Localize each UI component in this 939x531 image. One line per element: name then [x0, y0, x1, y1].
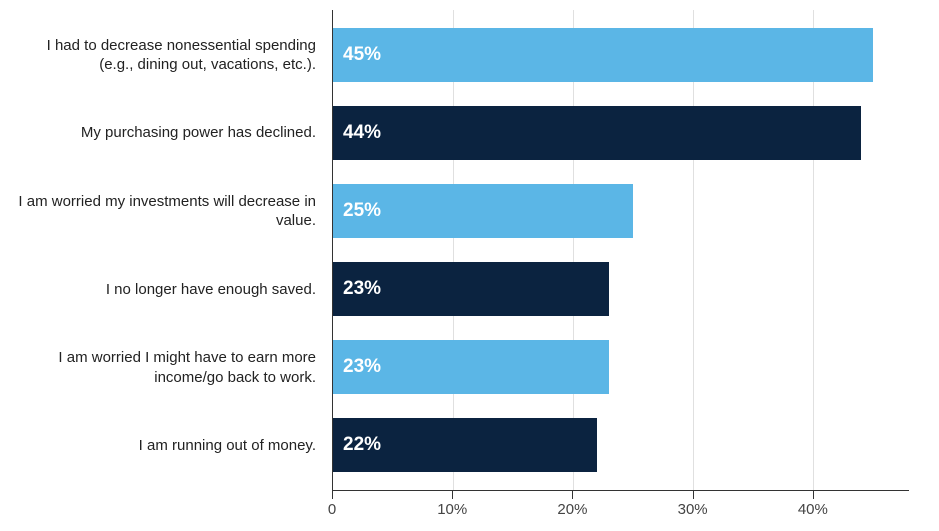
bar-row: 25%: [333, 180, 909, 242]
bar-value-label: 25%: [343, 200, 381, 222]
bar-row: 22%: [333, 414, 909, 476]
x-tick-label: 10%: [437, 501, 467, 518]
y-label: I had to decrease nonessential spending …: [10, 24, 324, 86]
x-tick: [332, 491, 333, 499]
bar: 44%: [333, 106, 861, 160]
x-tick-label: 20%: [557, 501, 587, 518]
y-label: I no longer have enough saved.: [10, 259, 324, 321]
bars: 45% 44% 25% 23% 23%: [333, 10, 909, 490]
x-tick-label: 0: [328, 501, 336, 518]
bar-value-label: 23%: [343, 356, 381, 378]
bar-row: 45%: [333, 24, 909, 86]
y-axis-labels: I had to decrease nonessential spending …: [10, 10, 324, 491]
x-tick: [693, 491, 694, 499]
bar-value-label: 45%: [343, 44, 381, 66]
bar-row: 44%: [333, 102, 909, 164]
y-label: I am worried I might have to earn more i…: [10, 337, 324, 399]
bar-row: 23%: [333, 258, 909, 320]
y-label: I am worried my investments will decreas…: [10, 180, 324, 242]
y-label: My purchasing power has declined.: [10, 102, 324, 164]
x-tick-label: 40%: [798, 501, 828, 518]
x-axis: 0 10% 20% 30% 40%: [332, 491, 909, 531]
bar-row: 23%: [333, 336, 909, 398]
x-tick-label: 30%: [678, 501, 708, 518]
bar: 22%: [333, 418, 597, 472]
bar: 45%: [333, 28, 873, 82]
x-tick: [572, 491, 573, 499]
plot-area: 45% 44% 25% 23% 23%: [332, 10, 909, 491]
bar: 23%: [333, 340, 609, 394]
bar: 23%: [333, 262, 609, 316]
x-tick: [452, 491, 453, 499]
y-label: I am running out of money.: [10, 415, 324, 477]
bar-value-label: 22%: [343, 434, 381, 456]
bar-value-label: 44%: [343, 122, 381, 144]
bar: 25%: [333, 184, 633, 238]
bar-value-label: 23%: [343, 278, 381, 300]
x-tick: [813, 491, 814, 499]
chart-container: I had to decrease nonessential spending …: [0, 0, 939, 531]
